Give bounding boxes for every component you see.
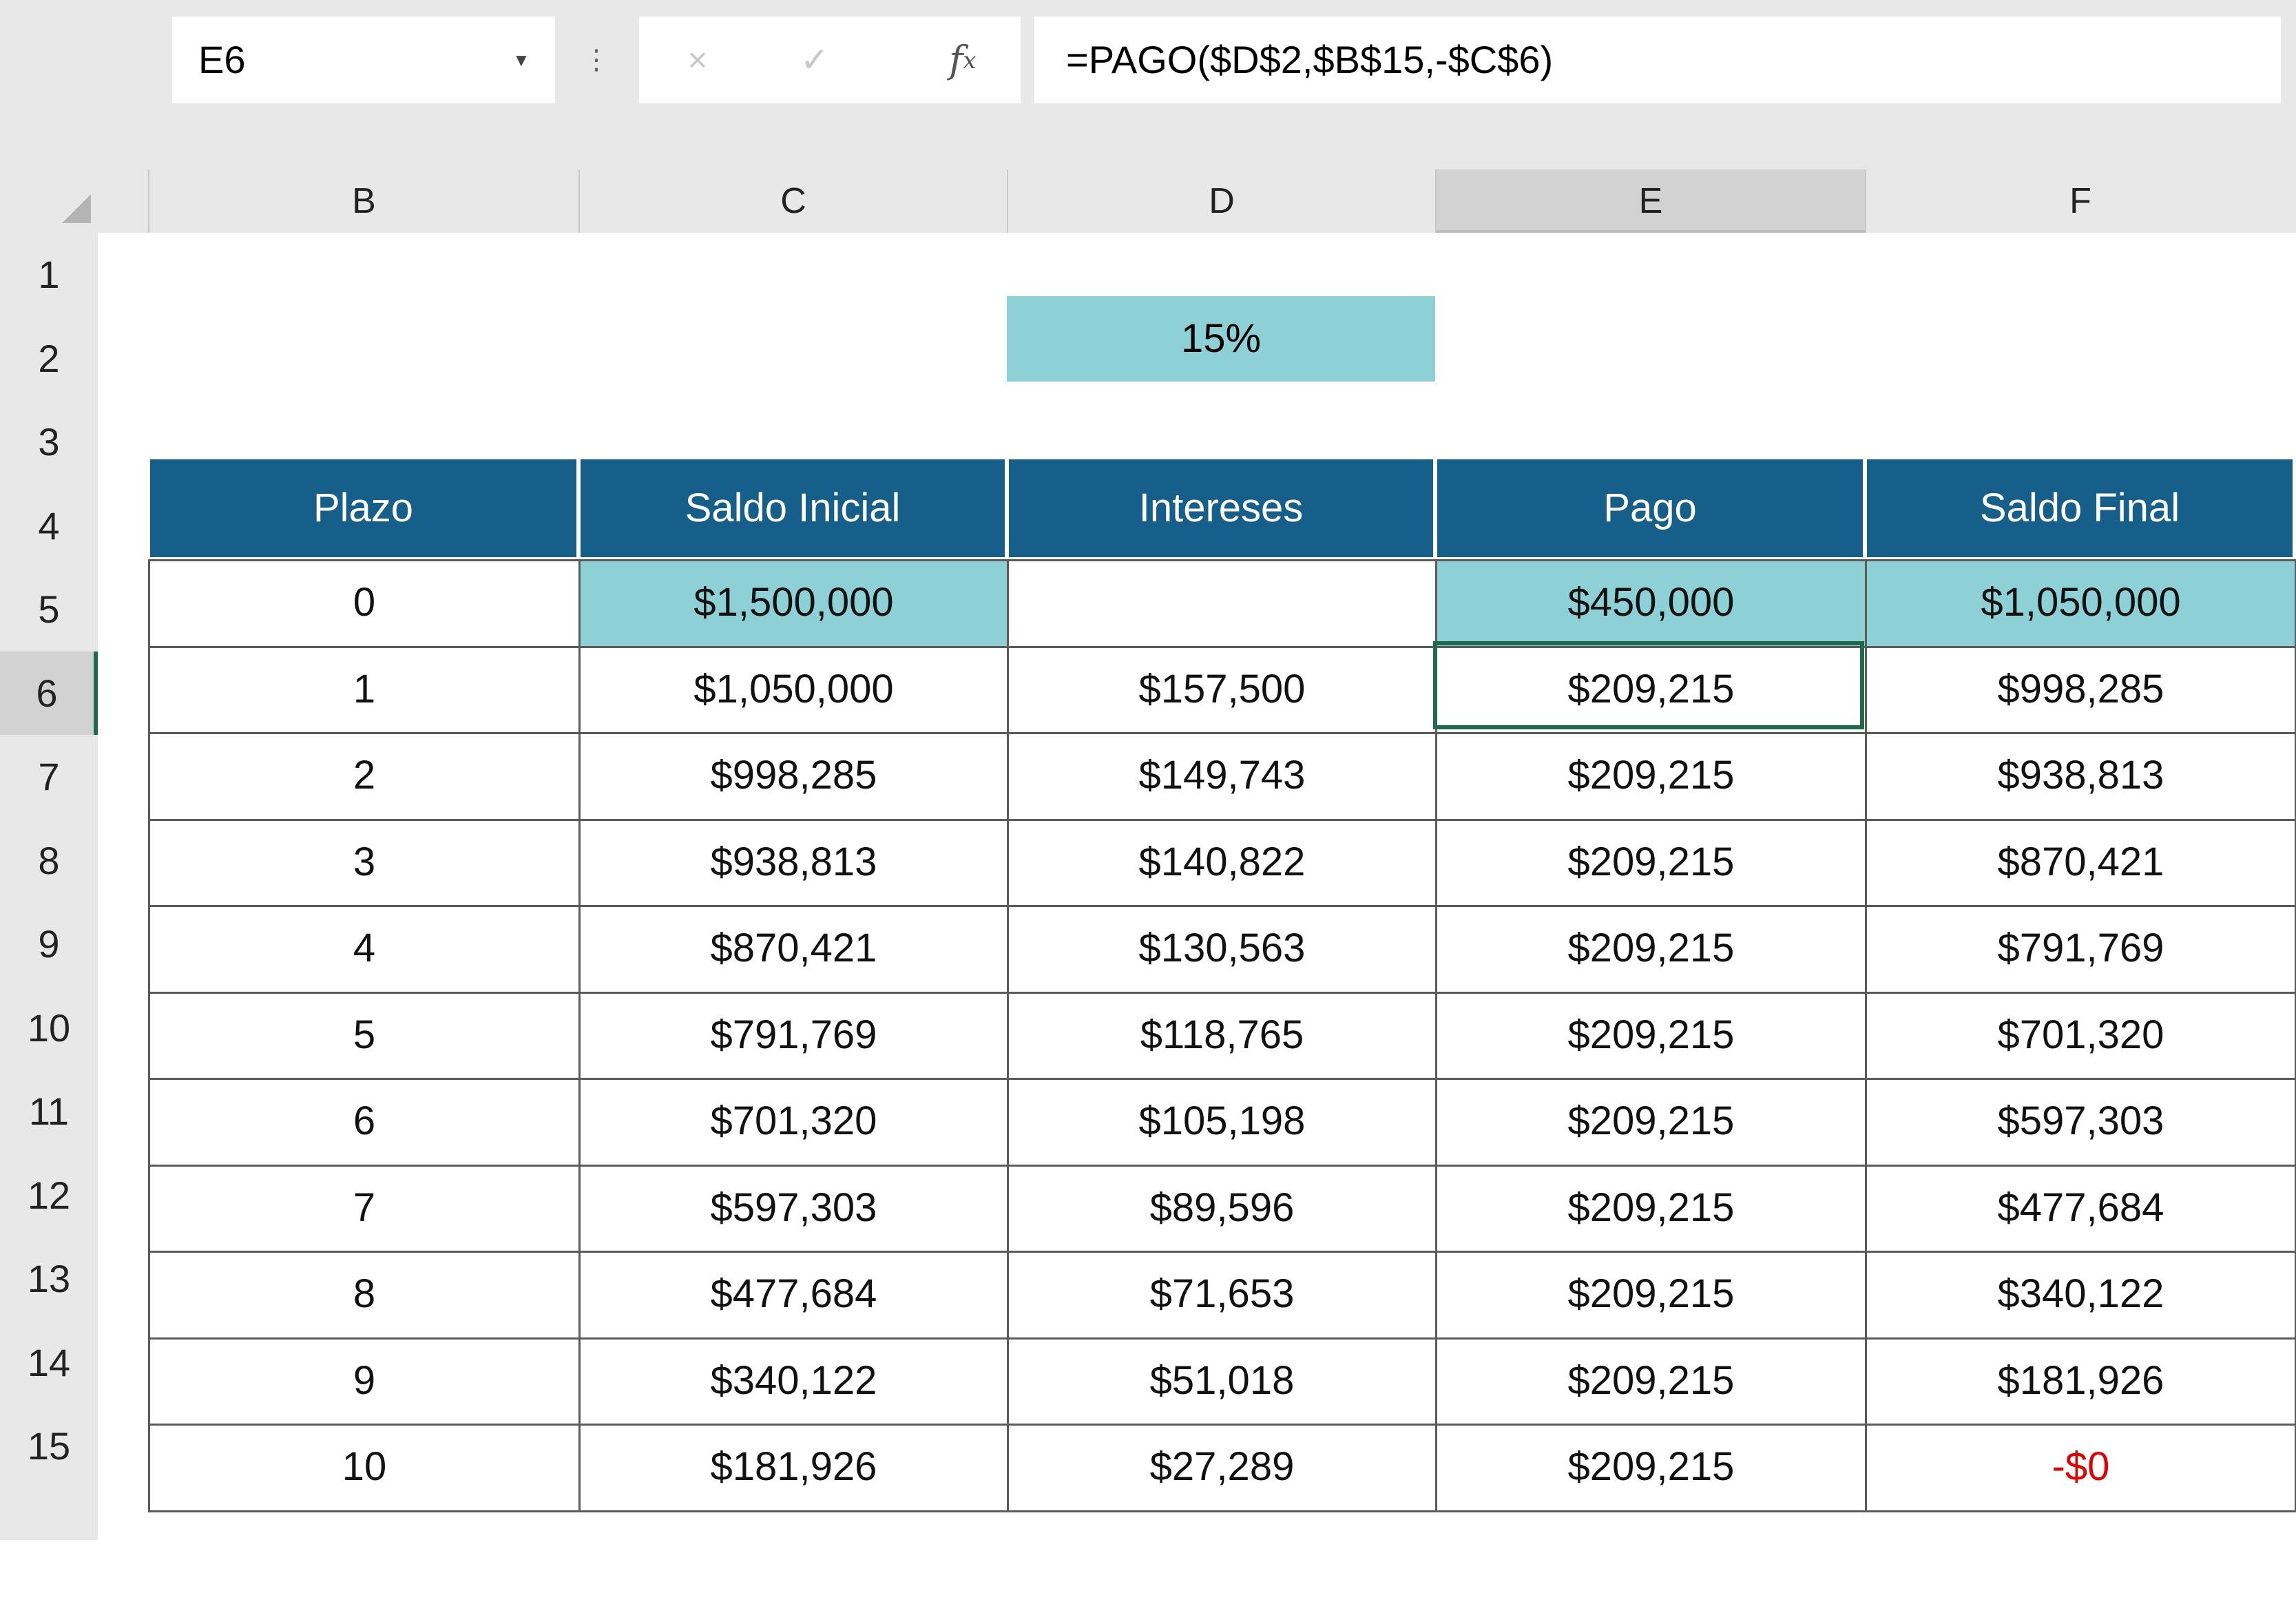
cell-saldo-final-row-7[interactable]: $477,684 bbox=[1865, 1164, 2296, 1253]
formula-input[interactable]: =PAGO($D$2,$B$15,-$C$6) bbox=[1034, 17, 2281, 103]
table-header-intereses[interactable]: Intereses bbox=[1007, 457, 1435, 559]
cell-intereses-row-9[interactable]: $51,018 bbox=[1007, 1337, 1437, 1426]
cell-pago-row-0[interactable]: $450,000 bbox=[1435, 559, 1867, 648]
cell-saldo-inicial-row-7[interactable]: $597,303 bbox=[578, 1164, 1009, 1253]
cell-saldo-final-row-2[interactable]: $938,813 bbox=[1865, 732, 2296, 821]
cell-pago-row-3[interactable]: $209,215 bbox=[1435, 818, 1867, 907]
cell-saldo-final-row-5[interactable]: $701,320 bbox=[1865, 991, 2296, 1080]
cell-pago-row-6[interactable]: $209,215 bbox=[1435, 1078, 1867, 1167]
table-header-pago[interactable]: Pago bbox=[1435, 457, 1865, 559]
cell-saldo-inicial-row-10[interactable]: $181,926 bbox=[578, 1424, 1009, 1512]
cell-intereses-row-10[interactable]: $27,289 bbox=[1007, 1424, 1437, 1512]
cell-saldo-final-row-6[interactable]: $597,303 bbox=[1865, 1078, 2296, 1167]
row-header-1[interactable]: 1 bbox=[38, 253, 60, 296]
insert-function-icon[interactable]: fx bbox=[928, 17, 997, 103]
row-header-11[interactable]: 11 bbox=[28, 1090, 70, 1133]
cell-plazo-row-5[interactable]: 5 bbox=[148, 991, 581, 1080]
column-header-e[interactable]: E bbox=[1435, 169, 1865, 233]
cell-pago-row-5[interactable]: $209,215 bbox=[1435, 991, 1867, 1080]
row-header-3[interactable]: 3 bbox=[38, 420, 60, 463]
column-header-b[interactable]: B bbox=[148, 169, 578, 233]
chevron-down-icon[interactable]: ▼ bbox=[512, 50, 530, 70]
table-header-saldo-final[interactable]: Saldo Final bbox=[1865, 457, 2295, 559]
select-all-triangle-icon bbox=[62, 194, 91, 223]
cell-saldo-inicial-row-2[interactable]: $998,285 bbox=[578, 732, 1009, 821]
cell-plazo-row-7[interactable]: 7 bbox=[148, 1164, 581, 1253]
cell-saldo-inicial-row-1[interactable]: $1,050,000 bbox=[578, 645, 1009, 734]
fx-label: f bbox=[949, 38, 963, 81]
cell-intereses-row-3[interactable]: $140,822 bbox=[1007, 818, 1437, 907]
row-header-2[interactable]: 2 bbox=[38, 336, 60, 380]
cell-saldo-inicial-row-8[interactable]: $477,684 bbox=[578, 1251, 1009, 1340]
more-vertical-icon[interactable]: ⋮ bbox=[583, 45, 610, 75]
cell-plazo-row-3[interactable]: 3 bbox=[148, 818, 581, 907]
cell-intereses-row-4[interactable]: $130,563 bbox=[1007, 905, 1437, 994]
cell-intereses-row-7[interactable]: $89,596 bbox=[1007, 1164, 1437, 1253]
cell-intereses-row-1[interactable]: $157,500 bbox=[1007, 645, 1437, 734]
cell-saldo-inicial-row-6[interactable]: $701,320 bbox=[578, 1078, 1009, 1167]
rate-cell[interactable]: 15% bbox=[1007, 296, 1435, 382]
cell-pago-row-2[interactable]: $209,215 bbox=[1435, 732, 1867, 821]
row-header-9[interactable]: 9 bbox=[38, 922, 60, 966]
cancel-icon[interactable]: × bbox=[687, 41, 708, 79]
cell-intereses-row-8[interactable]: $71,653 bbox=[1007, 1251, 1437, 1340]
cell-intereses-row-5[interactable]: $118,765 bbox=[1007, 991, 1437, 1080]
cell-saldo-final-row-4[interactable]: $791,769 bbox=[1865, 905, 2296, 994]
cell-plazo-row-4[interactable]: 4 bbox=[148, 905, 581, 994]
column-header-c[interactable]: C bbox=[578, 169, 1007, 233]
row-header-10[interactable]: 10 bbox=[27, 1006, 71, 1050]
cell-pago-row-10[interactable]: $209,215 bbox=[1435, 1424, 1867, 1512]
cell-saldo-inicial-row-0[interactable]: $1,500,000 bbox=[578, 559, 1009, 648]
formula-text: =PAGO($D$2,$B$15,-$C$6) bbox=[1066, 38, 1554, 81]
formula-buttons: × ✓ fx bbox=[639, 17, 1021, 103]
cell-plazo-row-0[interactable]: 0 bbox=[148, 559, 581, 648]
cell-plazo-row-8[interactable]: 8 bbox=[148, 1251, 581, 1340]
row-header-7[interactable]: 7 bbox=[38, 755, 60, 798]
row-header-13[interactable]: 13 bbox=[27, 1257, 71, 1300]
cell-plazo-row-9[interactable]: 9 bbox=[148, 1337, 581, 1426]
cell-intereses-row-6[interactable]: $105,198 bbox=[1007, 1078, 1437, 1167]
row-header-12[interactable]: 12 bbox=[27, 1173, 71, 1217]
cell-plazo-row-2[interactable]: 2 bbox=[148, 732, 581, 821]
cell-intereses-row-2[interactable]: $149,743 bbox=[1007, 732, 1437, 821]
column-header-d[interactable]: D bbox=[1007, 169, 1435, 233]
cell-saldo-final-row-3[interactable]: $870,421 bbox=[1865, 818, 2296, 907]
cell-saldo-final-row-8[interactable]: $340,122 bbox=[1865, 1251, 2296, 1340]
row-header-6[interactable]: 6 bbox=[0, 651, 98, 735]
name-box[interactable]: E6 ▼ bbox=[172, 17, 555, 103]
cell-saldo-final-row-9[interactable]: $181,926 bbox=[1865, 1337, 2296, 1426]
row-header-5[interactable]: 5 bbox=[38, 587, 60, 631]
row-header-14[interactable]: 14 bbox=[27, 1340, 71, 1384]
cell-pago-row-8[interactable]: $209,215 bbox=[1435, 1251, 1867, 1340]
row-header-8[interactable]: 8 bbox=[38, 838, 60, 882]
column-header-bar bbox=[0, 165, 2296, 233]
cell-saldo-final-row-0[interactable]: $1,050,000 bbox=[1865, 559, 2296, 648]
selected-cell-outline bbox=[1433, 641, 1864, 729]
enter-icon[interactable]: ✓ bbox=[800, 41, 829, 79]
table-header-saldo-inicial[interactable]: Saldo Inicial bbox=[578, 457, 1007, 559]
row-header-15[interactable]: 15 bbox=[27, 1424, 71, 1468]
cell-plazo-row-1[interactable]: 1 bbox=[148, 645, 581, 734]
cell-plazo-row-6[interactable]: 6 bbox=[148, 1078, 581, 1167]
cell-saldo-inicial-row-9[interactable]: $340,122 bbox=[578, 1337, 1009, 1426]
cell-pago-row-9[interactable]: $209,215 bbox=[1435, 1337, 1867, 1426]
cell-saldo-final-row-10[interactable]: -$0 bbox=[1865, 1424, 2296, 1512]
row-header-4[interactable]: 4 bbox=[38, 503, 60, 548]
column-header-f[interactable]: F bbox=[1865, 169, 2295, 233]
cell-saldo-inicial-row-5[interactable]: $791,769 bbox=[578, 991, 1009, 1080]
cell-saldo-inicial-row-3[interactable]: $938,813 bbox=[578, 818, 1009, 907]
name-box-value: E6 bbox=[198, 38, 246, 81]
cell-intereses-row-0[interactable] bbox=[1007, 559, 1437, 648]
cell-saldo-final-row-1[interactable]: $998,285 bbox=[1865, 645, 2296, 734]
cell-pago-row-7[interactable]: $209,215 bbox=[1435, 1164, 1867, 1253]
cell-pago-row-4[interactable]: $209,215 bbox=[1435, 905, 1867, 994]
cell-saldo-inicial-row-4[interactable]: $870,421 bbox=[578, 905, 1009, 994]
fx-sub: x bbox=[963, 47, 977, 74]
row-header-bar bbox=[0, 233, 98, 1540]
table-header-plazo[interactable]: Plazo bbox=[148, 457, 578, 559]
cell-plazo-row-10[interactable]: 10 bbox=[148, 1424, 581, 1512]
